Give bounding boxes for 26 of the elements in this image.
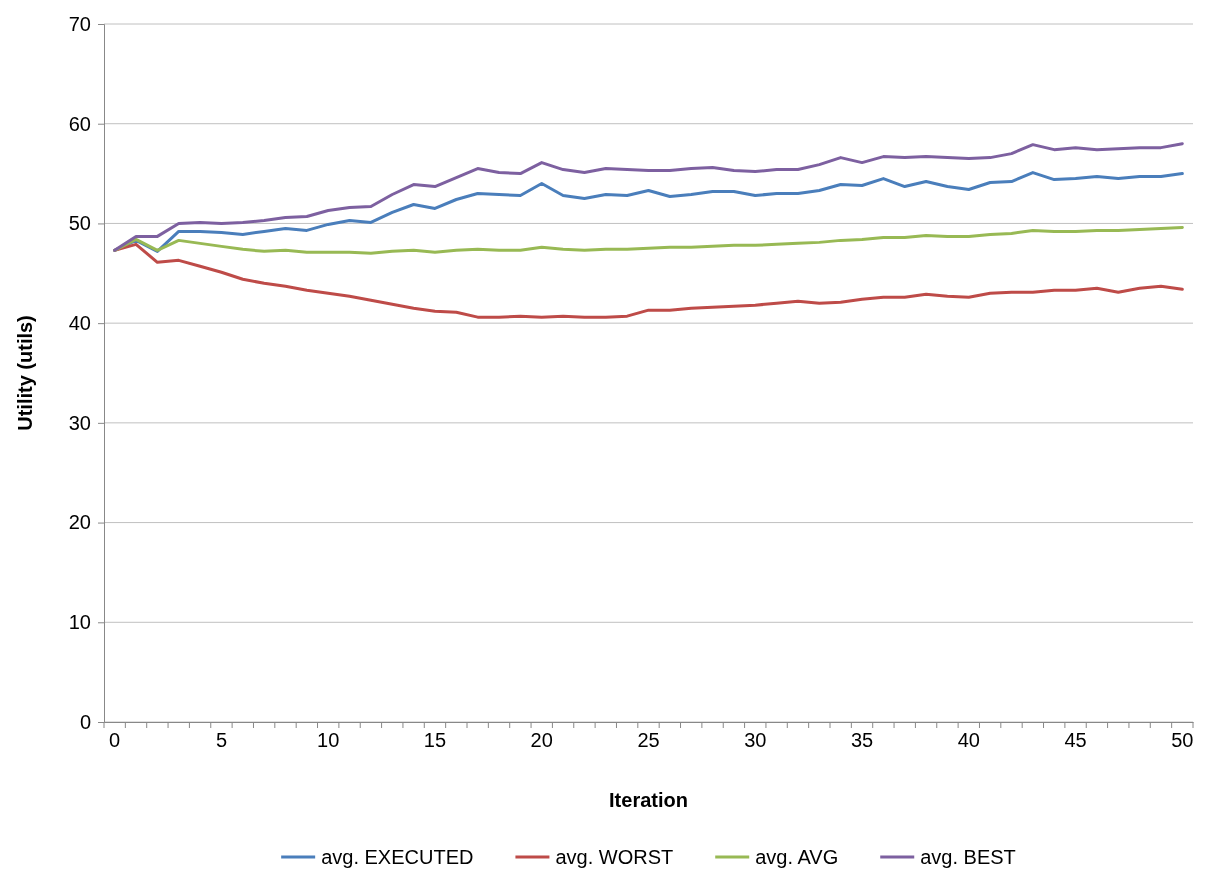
y-tick-label: 70 (68, 12, 91, 35)
y-tick-label: 10 (68, 611, 91, 634)
x-tick-label: 5 (215, 729, 227, 751)
y-tick-label: 40 (68, 312, 91, 335)
y-tick-label: 20 (68, 511, 91, 534)
x-tick-label: 20 (530, 729, 553, 751)
x-tick-label: 35 (850, 729, 874, 751)
x-tick-label: 50 (1171, 729, 1194, 751)
x-tick-label: 30 (744, 729, 767, 751)
y-tick-label: 0 (79, 710, 91, 733)
legend-label: avg. EXECUTED (321, 846, 474, 868)
y-tick-label: 60 (68, 112, 91, 135)
y-axis-title: Utility (utils) (14, 315, 36, 431)
x-axis-title: Iteration (609, 789, 688, 811)
x-tick-label: 10 (317, 729, 340, 751)
legend-label: avg. AVG (755, 846, 839, 868)
x-tick-label: 15 (423, 729, 447, 751)
y-tick-label: 30 (68, 411, 91, 434)
x-tick-label: 0 (109, 729, 121, 751)
legend-label: avg. BEST (920, 846, 1016, 868)
y-tick-label: 50 (68, 212, 91, 235)
x-tick-label: 45 (1064, 729, 1087, 751)
x-tick-label: 25 (637, 729, 660, 751)
line-series (113, 142, 1184, 252)
legend-label: avg. WORST (555, 846, 674, 868)
x-tick-label: 40 (957, 729, 980, 751)
